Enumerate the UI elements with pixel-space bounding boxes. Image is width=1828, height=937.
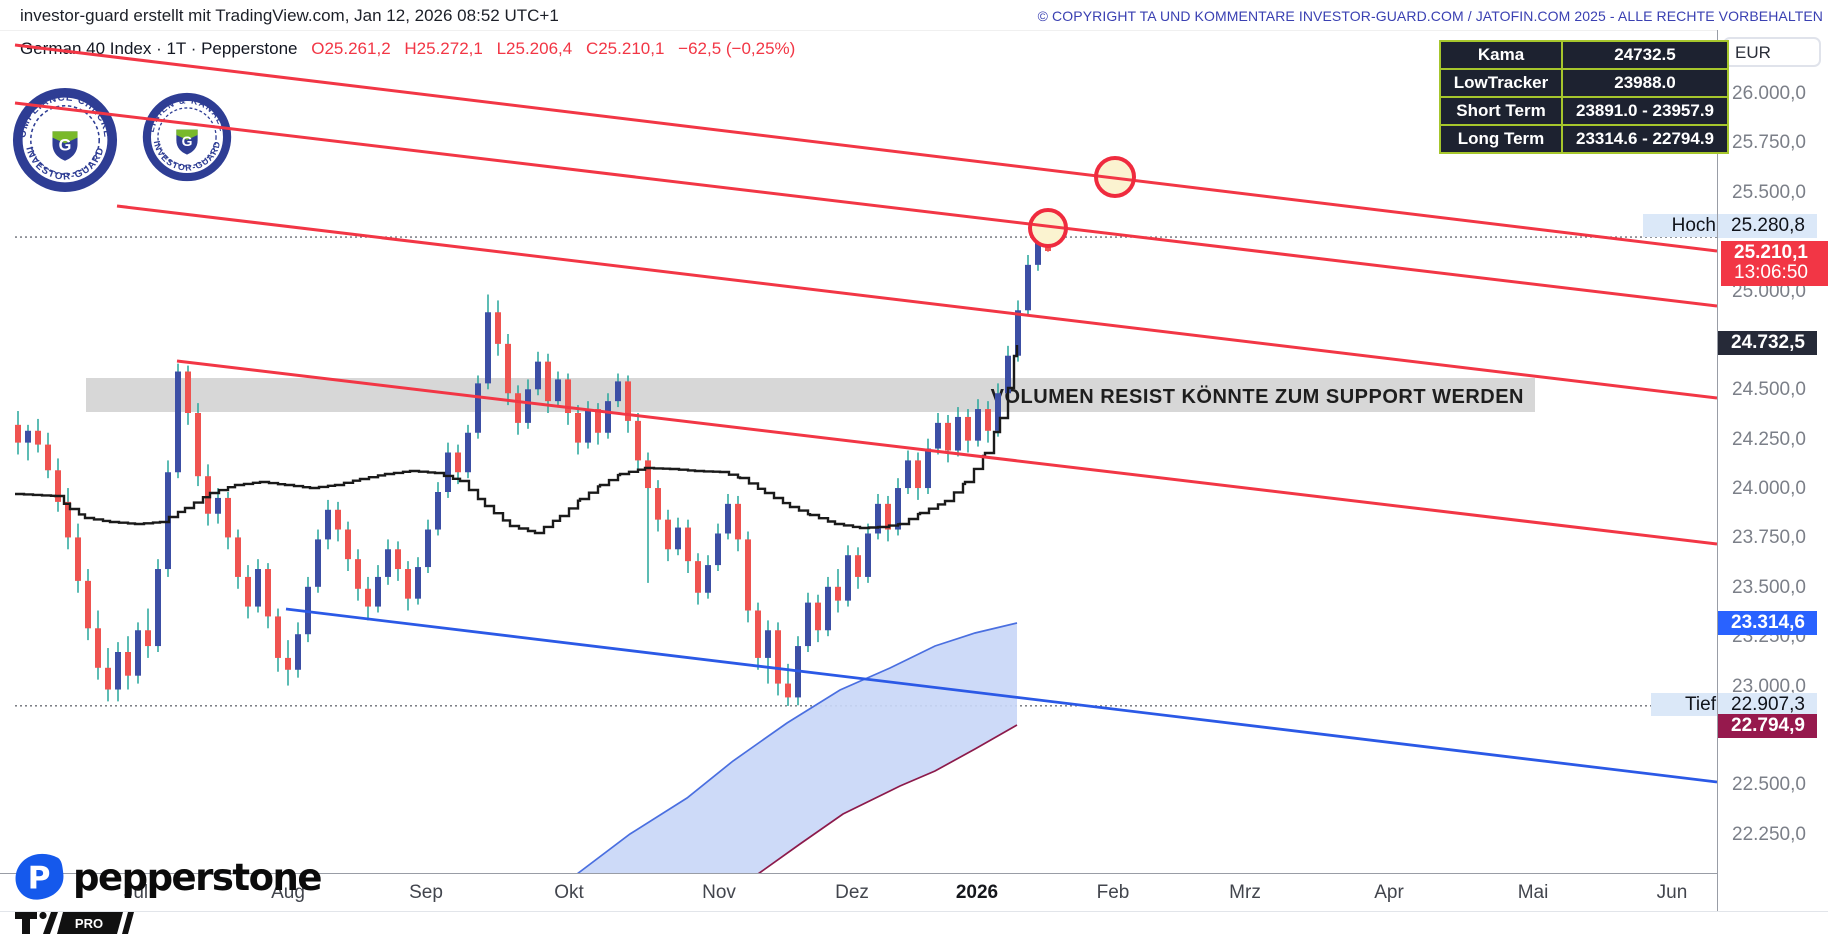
legend-low: L25.206,4 [497, 39, 573, 58]
price-tick-label: 24.000,0 [1732, 478, 1806, 500]
linien-kanaele-badge-icon: LINIEN & KANÄLE INVESTOR-GUARD G [142, 92, 232, 182]
time-axis-month-label: Jun [1657, 882, 1688, 904]
table-row: Short Term 23891.0 - 23957.9 [1440, 97, 1728, 125]
price-tick-label: 25.750,0 [1732, 132, 1806, 154]
pepperstone-logo: P pepperstone [12, 851, 321, 903]
row-label: Kama [1440, 41, 1562, 69]
price-tick-label: 23.500,0 [1732, 577, 1806, 599]
indicator-table: Kama 24732.5 LowTracker 23988.0 Short Te… [1439, 40, 1729, 154]
price-tick-label: 24.250,0 [1732, 429, 1806, 451]
legend-open: O25.261,2 [311, 39, 390, 58]
pro-label: PRO [75, 916, 103, 931]
last-price-label: 25.210,1 13:06:50 [1721, 241, 1828, 286]
tradingview-pro-logo: PRO [13, 910, 143, 935]
pepperstone-icon: P [12, 851, 66, 903]
row-label: Short Term [1440, 97, 1562, 125]
price-tick-label: 26.000,0 [1732, 83, 1806, 105]
row-label: Long Term [1440, 125, 1562, 153]
symbol-title: German 40 Index · 1T · Pepperstone [20, 39, 298, 58]
badge-monogram: G [182, 133, 193, 149]
hoch-price-label: 25.280,8 [1718, 214, 1817, 238]
linien-kanaele-badge: LINIEN & KANÄLE INVESTOR-GUARD G [142, 92, 232, 187]
tradingview-chart-export: investor-guard erstellt mit TradingView.… [0, 0, 1828, 937]
time-axis-month-label: Mrz [1229, 882, 1261, 904]
legend-close: C25.210,1 [586, 39, 664, 58]
kama-price-label: 24.732,5 [1718, 331, 1817, 355]
row-label: LowTracker [1440, 69, 1562, 97]
compliance-badge-icon: COMPLIANCE CHECKED INVESTOR-GUARD G [12, 87, 118, 193]
time-axis-month-label: Apr [1374, 882, 1404, 904]
svg-text:P: P [28, 860, 51, 896]
export-title: investor-guard erstellt mit TradingView.… [20, 6, 559, 26]
price-tick-label: 22.250,0 [1732, 824, 1806, 846]
time-axis-month-label: Feb [1097, 882, 1130, 904]
table-row: LowTracker 23988.0 [1440, 69, 1728, 97]
row-value: 23314.6 - 22794.9 [1562, 125, 1728, 153]
row-value: 23891.0 - 23957.9 [1562, 97, 1728, 125]
time-axis-month-label: Nov [702, 882, 736, 904]
badge-monogram: G [59, 137, 72, 155]
hoch-tag: Hoch [1643, 214, 1723, 237]
time-axis-month-label: Mai [1518, 882, 1549, 904]
candles [15, 237, 1051, 706]
legend-change: −62,5 (−0,25%) [678, 39, 795, 58]
compliance-badge: COMPLIANCE CHECKED INVESTOR-GUARD G [12, 87, 118, 198]
long-term-upper-label: 23.314,6 [1718, 611, 1817, 635]
symbol-legend: German 40 Index · 1T · Pepperstone O25.2… [20, 39, 795, 59]
legend-high: H25.272,1 [404, 39, 482, 58]
price-tick-label: 24.500,0 [1732, 379, 1806, 401]
long-term-lower-label: 22.794,9 [1718, 714, 1817, 738]
table-row: Long Term 23314.6 - 22794.9 [1440, 125, 1728, 153]
table-row: Kama 24732.5 [1440, 41, 1728, 69]
row-value: 24732.5 [1562, 41, 1728, 69]
chart-plot-area[interactable]: VOLUMEN RESIST KÖNNTE ZUM SUPPORT WERDEN… [0, 30, 1717, 874]
time-axis-month-label: Sep [409, 882, 443, 904]
tief-tag: Tief [1651, 693, 1723, 716]
price-axis[interactable]: EUR 26.000,025.750,025.500,025.000,024.5… [1717, 30, 1828, 912]
divider [0, 911, 1828, 912]
pepperstone-wordmark: pepperstone [73, 856, 321, 899]
time-axis-year-label: 2026 [956, 882, 998, 904]
time-axis-month-label: Dez [835, 882, 869, 904]
price-tick-label: 22.500,0 [1732, 774, 1806, 796]
last-price-value: 25.210,1 [1734, 243, 1828, 263]
copyright-notice: © COPYRIGHT TA UND KOMMENTARE INVESTOR-G… [1038, 8, 1823, 24]
volumen-annotation: VOLUMEN RESIST KÖNNTE ZUM SUPPORT WERDEN [991, 385, 1524, 408]
bar-countdown: 13:06:50 [1734, 263, 1828, 283]
time-axis-month-label: Okt [554, 882, 584, 904]
price-tick-label: 23.750,0 [1732, 527, 1806, 549]
row-value: 23988.0 [1562, 69, 1728, 97]
currency-button[interactable]: EUR [1723, 37, 1821, 67]
price-tick-label: 25.500,0 [1732, 182, 1806, 204]
candlestick-chart: VOLUMEN RESIST KÖNNTE ZUM SUPPORT WERDEN [0, 31, 1717, 874]
